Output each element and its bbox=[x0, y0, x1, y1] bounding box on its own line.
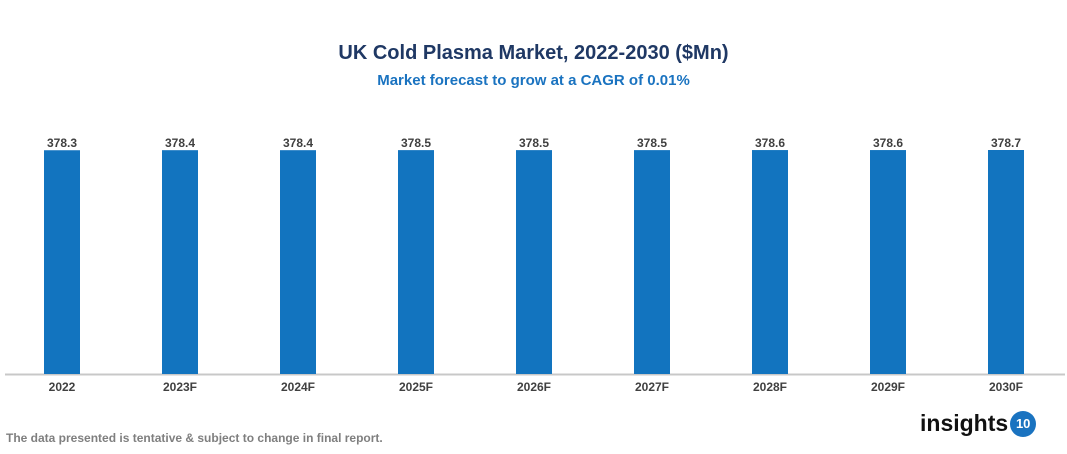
data-label: 378.4 bbox=[283, 136, 313, 150]
bar-2022 bbox=[44, 150, 80, 374]
bar-chart: 378.3 2022 378.4 2023F 378.4 2024F 378.5 2025F 3… bbox=[5, 136, 1065, 394]
x-tick-label: 2026F bbox=[517, 380, 551, 394]
x-tick-label: 2022 bbox=[49, 380, 76, 394]
bar-2025F bbox=[398, 150, 434, 374]
bar-2030F bbox=[988, 150, 1024, 374]
x-tick-label: 2023F bbox=[163, 380, 197, 394]
x-tick-label: 2030F bbox=[989, 380, 1023, 394]
data-label: 378.5 bbox=[401, 136, 431, 150]
bar-2028F bbox=[752, 150, 788, 374]
data-label: 378.6 bbox=[873, 136, 903, 150]
bar-2023F bbox=[162, 150, 198, 374]
data-label: 378.7 bbox=[991, 136, 1021, 150]
x-tick-label: 2029F bbox=[871, 380, 905, 394]
x-tick-label: 2024F bbox=[281, 380, 315, 394]
bar-2029F bbox=[870, 150, 906, 374]
chart-subtitle: Market forecast to grow at a CAGR of 0.0… bbox=[377, 72, 690, 89]
bar-2027F bbox=[634, 150, 670, 374]
bar-2026F bbox=[516, 150, 552, 374]
chart-title: UK Cold Plasma Market, 2022-2030 ($Mn) bbox=[338, 42, 729, 64]
data-label: 378.3 bbox=[47, 136, 77, 150]
bar-2024F bbox=[280, 150, 316, 374]
data-label: 378.4 bbox=[165, 136, 195, 150]
x-tick-label: 2028F bbox=[753, 380, 787, 394]
disclaimer-note: The data presented is tentative & subjec… bbox=[6, 431, 383, 445]
data-label: 378.5 bbox=[519, 136, 549, 150]
x-tick-label: 2025F bbox=[399, 380, 433, 394]
logo-text: insights bbox=[920, 410, 1009, 436]
insights10-logo: insights 10 bbox=[920, 410, 1037, 437]
logo-number: 10 bbox=[1010, 410, 1037, 437]
data-label: 378.6 bbox=[755, 136, 785, 150]
data-label: 378.5 bbox=[637, 136, 667, 150]
x-tick-label: 2027F bbox=[635, 380, 669, 394]
